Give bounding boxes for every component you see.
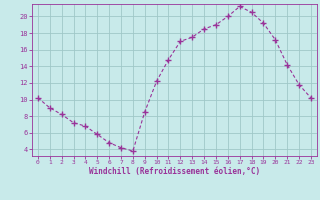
- X-axis label: Windchill (Refroidissement éolien,°C): Windchill (Refroidissement éolien,°C): [89, 167, 260, 176]
